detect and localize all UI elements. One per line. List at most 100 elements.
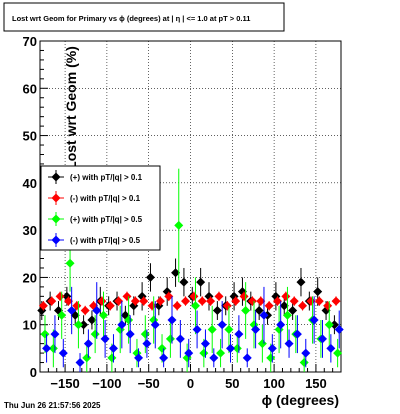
data-point xyxy=(323,301,333,311)
data-point xyxy=(329,320,339,330)
data-point xyxy=(159,353,169,363)
data-series xyxy=(37,168,344,372)
data-point xyxy=(207,324,217,334)
data-point xyxy=(217,320,227,330)
data-point xyxy=(167,315,177,325)
data-point xyxy=(171,268,181,278)
x-tick-label: −50 xyxy=(138,376,160,391)
data-point xyxy=(67,306,77,316)
y-tick-label: 10 xyxy=(23,318,37,333)
legend-label: (-) with pT/|q| > 0.5 xyxy=(70,236,141,245)
y-axis-label: Lost wrt Geom (%) xyxy=(63,46,79,170)
data-point xyxy=(97,296,107,306)
data-point xyxy=(124,315,134,325)
data-point xyxy=(317,334,327,344)
data-point xyxy=(42,343,52,353)
data-point xyxy=(80,306,90,316)
data-point xyxy=(58,348,68,358)
data-point xyxy=(254,306,264,316)
data-point xyxy=(276,320,286,330)
data-point xyxy=(108,343,118,353)
legend-marker xyxy=(51,214,61,224)
data-point xyxy=(107,353,117,363)
data-point xyxy=(100,334,110,344)
data-point xyxy=(172,301,182,311)
legend-label: (+) with pT/|q| > 0.5 xyxy=(70,215,143,224)
data-point xyxy=(314,296,324,306)
legend-box xyxy=(40,165,161,251)
data-point xyxy=(264,301,274,311)
data-point xyxy=(147,301,157,311)
data-point xyxy=(247,296,257,306)
data-point xyxy=(130,296,140,306)
data-point xyxy=(75,358,85,368)
data-point xyxy=(216,348,226,358)
data-point xyxy=(155,296,165,306)
x-tick-label: 150 xyxy=(305,376,327,391)
data-point xyxy=(296,277,306,287)
data-point xyxy=(179,277,189,287)
data-point xyxy=(82,353,92,363)
data-point xyxy=(298,301,308,311)
data-point xyxy=(241,306,251,316)
x-tick-label: 50 xyxy=(225,376,239,391)
data-point xyxy=(313,287,323,297)
x-tick-label: 0 xyxy=(187,376,194,391)
data-point xyxy=(73,320,83,330)
legend-label: (-) with pT/|q| > 0.1 xyxy=(70,194,141,203)
data-point xyxy=(55,291,65,301)
data-point xyxy=(279,301,289,311)
data-point xyxy=(299,358,309,368)
legend-label: (+) with pT/|q| > 0.1 xyxy=(70,173,143,182)
data-point xyxy=(181,296,191,306)
data-point xyxy=(331,296,341,306)
x-tick-label: −100 xyxy=(92,376,121,391)
data-point xyxy=(184,348,194,358)
x-axis-label: ϕ (degrees) xyxy=(262,392,339,408)
legend-marker xyxy=(51,235,61,245)
data-point xyxy=(65,258,75,268)
data-point xyxy=(226,343,236,353)
x-tick-label: 100 xyxy=(263,376,285,391)
data-point xyxy=(224,324,234,334)
data-point xyxy=(206,296,216,306)
data-point xyxy=(150,320,160,330)
data-point xyxy=(145,272,155,282)
data-point xyxy=(309,315,319,325)
data-point xyxy=(212,306,222,316)
data-point xyxy=(164,291,174,301)
x-axis-ticks: −150 −100 −50 0 50 100 150 xyxy=(47,364,334,391)
data-point xyxy=(50,329,60,339)
data-point xyxy=(222,301,232,311)
data-point xyxy=(306,296,316,306)
data-point xyxy=(200,339,210,349)
y-tick-label: 30 xyxy=(23,223,37,238)
data-point xyxy=(292,329,302,339)
data-point xyxy=(175,334,185,344)
legend-marker xyxy=(51,193,61,203)
data-point xyxy=(281,291,291,301)
data-point xyxy=(57,310,67,320)
data-point xyxy=(272,296,282,306)
data-point xyxy=(239,291,249,301)
data-point xyxy=(333,348,343,358)
data-point xyxy=(72,301,82,311)
y-tick-label: 50 xyxy=(23,129,37,144)
data-point xyxy=(79,320,89,330)
data-point xyxy=(90,329,100,339)
data-point xyxy=(140,329,150,339)
data-point xyxy=(99,310,109,320)
data-point xyxy=(48,343,58,353)
data-point xyxy=(63,296,73,306)
legend-marker xyxy=(51,172,61,182)
data-point xyxy=(190,301,200,311)
data-point xyxy=(197,296,207,306)
data-point xyxy=(157,343,167,353)
data-point xyxy=(105,301,115,311)
data-point xyxy=(289,296,299,306)
data-point xyxy=(266,353,276,363)
data-point xyxy=(83,339,93,349)
data-point xyxy=(214,291,224,301)
data-point xyxy=(267,343,277,353)
